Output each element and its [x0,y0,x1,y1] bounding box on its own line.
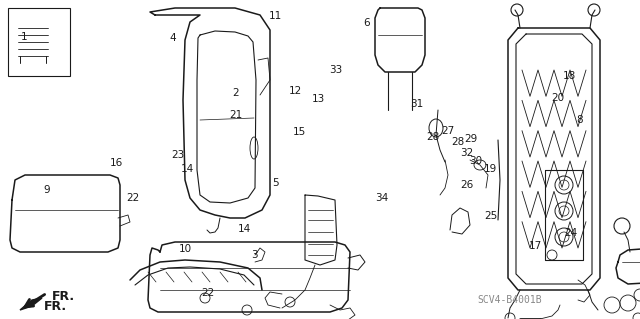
Text: 26: 26 [461,180,474,190]
Text: 5: 5 [272,178,278,189]
Text: SCV4-B4001B: SCV4-B4001B [477,295,542,305]
Text: 1: 1 [21,32,28,42]
Text: 27: 27 [442,126,454,137]
Text: FR.: FR. [44,300,67,313]
Text: FR.: FR. [52,290,75,302]
Text: 2: 2 [232,87,239,98]
Text: 6: 6 [363,18,369,28]
Text: 17: 17 [529,241,541,251]
Text: 28: 28 [427,132,440,142]
Text: 24: 24 [564,228,577,238]
Text: 13: 13 [312,94,324,104]
Text: 31: 31 [411,99,424,109]
Text: 15: 15 [293,127,306,137]
Text: 21: 21 [229,110,242,120]
Text: 9: 9 [44,185,50,195]
Text: 33: 33 [329,65,342,75]
Text: 25: 25 [484,211,497,221]
Text: 12: 12 [289,86,302,96]
Text: 19: 19 [484,164,497,174]
Text: 14: 14 [181,164,194,174]
Bar [8,8,70,76]
Polygon shape [20,298,42,310]
Text: 18: 18 [563,71,576,81]
Text: 11: 11 [269,11,282,21]
Text: 30: 30 [470,156,483,166]
Text: 28: 28 [452,137,465,147]
Text: 23: 23 [172,150,184,160]
Text: 22: 22 [202,288,214,299]
Text: 4: 4 [170,33,176,43]
Text: 16: 16 [110,158,123,168]
Text: 22: 22 [126,193,139,203]
Text: 32: 32 [461,148,474,158]
Text: 10: 10 [179,244,192,254]
Text: 8: 8 [576,115,582,125]
Text: 29: 29 [464,134,477,144]
Text: 3: 3 [252,250,258,260]
Text: 14: 14 [238,224,251,234]
Text: 34: 34 [376,193,388,203]
Text: 20: 20 [552,93,564,103]
